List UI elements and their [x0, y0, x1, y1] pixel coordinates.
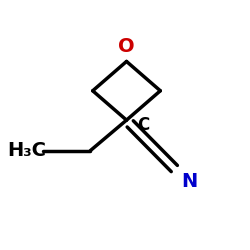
Text: N: N: [181, 172, 198, 191]
Text: H₃C: H₃C: [7, 141, 46, 160]
Text: O: O: [118, 37, 135, 56]
Text: C: C: [137, 116, 149, 134]
